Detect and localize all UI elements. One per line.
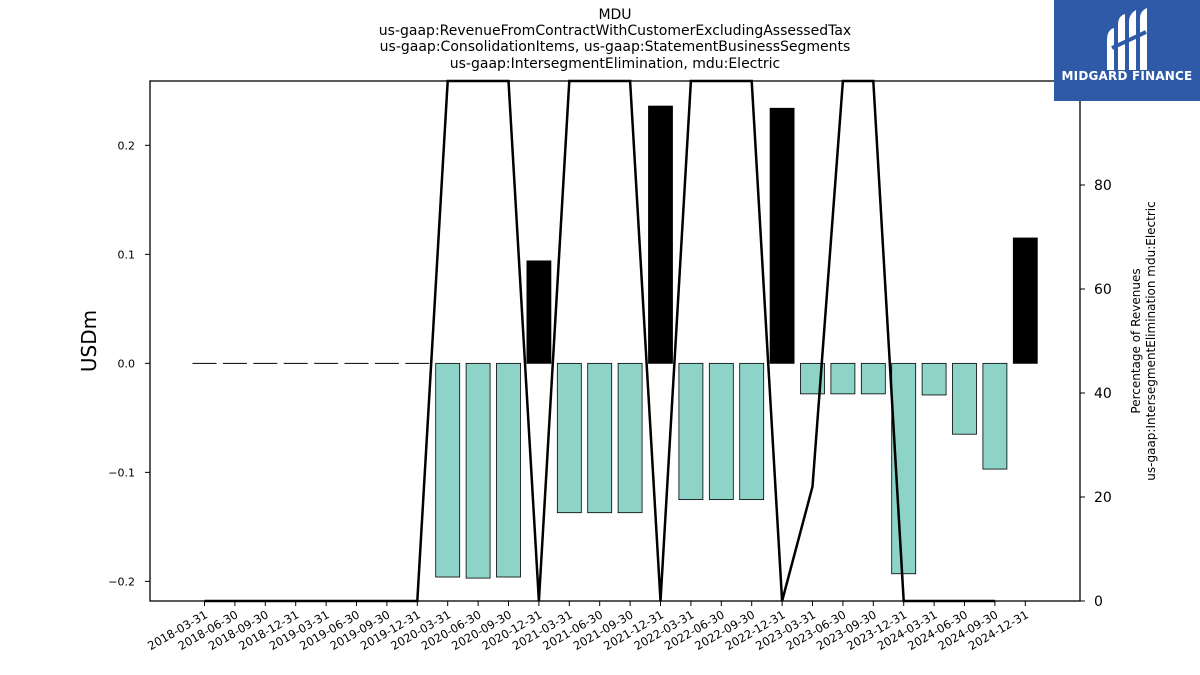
plot-frame [149,80,1081,602]
bar [435,362,461,578]
bars-group [435,105,1038,579]
chart-title-line-1: MDU [598,7,632,23]
bar [830,362,856,395]
bar [617,362,643,514]
right-axis: 100806040200 [1080,74,1121,610]
left-tick-label: −0.1 [108,466,135,479]
left-tick-label: 0.2 [118,139,136,152]
percentage-line [204,79,995,603]
chart-title-line-4: us-gaap:IntersegmentElimination, mdu:Ele… [449,56,781,72]
right-axis-label-line-1: Percentage of Revenues [1129,268,1143,413]
left-tick-label: 0.1 [118,248,136,261]
chart-title-line-2: us-gaap:RevenueFromContractWithCustomerE… [378,23,852,39]
bar [556,362,582,514]
bar [526,260,552,364]
left-axis-label: USDm [77,310,101,372]
bar [860,362,886,395]
x-axis: 2018-03-312018-06-302018-09-302018-12-31… [145,601,1031,653]
bar [982,362,1008,470]
bar [587,362,613,514]
left-tick-label: −0.2 [108,575,135,588]
logo-text: MIDGARD FINANCE [1061,69,1193,83]
left-tick-label: 0.0 [118,357,136,370]
logo-mark-icon [1107,8,1147,70]
bar [739,362,765,501]
right-axis-label-line-2: us-gaap:IntersegmentElimination mdu:Elec… [1144,201,1158,480]
right-tick-label: 80 [1094,178,1112,194]
bar [465,362,491,579]
bar [708,362,734,501]
bar [648,105,673,364]
line-series-group [204,79,995,603]
right-tick-label: 20 [1094,490,1112,506]
bar [678,362,704,501]
bar [769,107,795,364]
midgard-finance-logo: MIDGARD FINANCE [1054,0,1200,101]
right-tick-label: 60 [1094,282,1112,298]
left-axis: 0.2 0.1 0.0 −0.1 −0.2 [108,139,150,588]
chart-title-line-3: us-gaap:ConsolidationItems, us-gaap:Stat… [379,39,851,55]
bar [952,362,977,435]
right-tick-label: 0 [1094,594,1103,610]
bar [496,362,521,578]
bar [921,362,947,396]
right-tick-label: 40 [1094,386,1112,402]
bar [1012,237,1038,364]
